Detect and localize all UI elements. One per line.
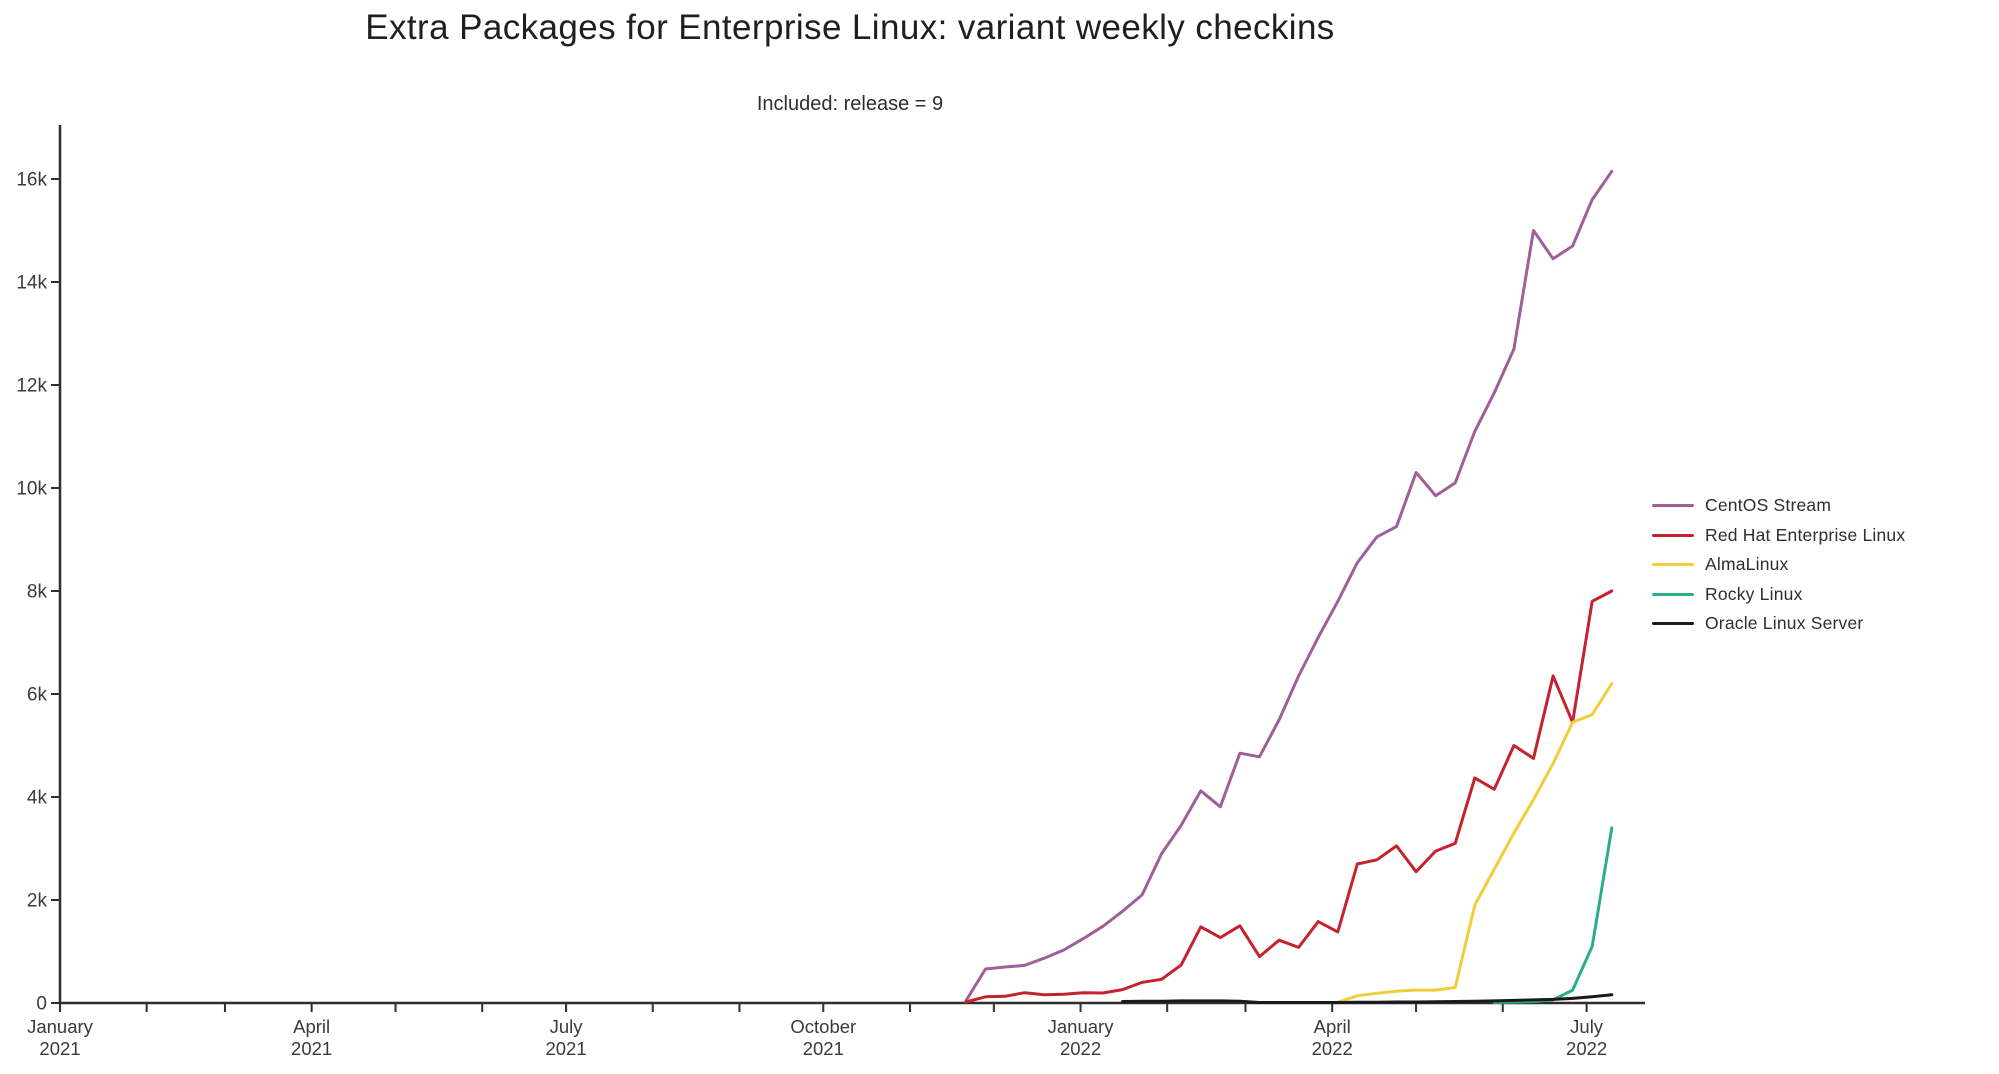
- y-tick-label: 4k: [27, 788, 48, 809]
- legend-swatch-almalinux: [1652, 563, 1694, 567]
- legend-item-almalinux: AlmaLinux: [1652, 550, 1905, 580]
- x-tick-label: October 2021: [790, 1016, 856, 1059]
- axes: [58, 125, 1645, 1005]
- y-tick-label: 10k: [16, 479, 47, 500]
- x-tick-label: January 2022: [1048, 1016, 1115, 1059]
- legend-swatch-oracle-linux-server: [1652, 622, 1694, 626]
- x-tick-label: April 2022: [1312, 1016, 1353, 1059]
- series-line-oracle-linux-server: [1121, 993, 1614, 1004]
- series-line-red-hat-enterprise-linux: [964, 589, 1614, 1004]
- legend-item-rocky-linux: Rocky Linux: [1652, 580, 1905, 610]
- x-tick-label: January 2021: [27, 1016, 94, 1059]
- series-line-centos-stream: [964, 169, 1614, 1003]
- legend-label-almalinux: AlmaLinux: [1705, 554, 1789, 575]
- y-tick-label: 16k: [16, 170, 47, 191]
- legend-item-oracle-linux-server: Oracle Linux Server: [1652, 609, 1905, 639]
- y-tick-label: 6k: [27, 685, 48, 706]
- series-line-almalinux: [1336, 682, 1614, 1004]
- y-tick-label: 14k: [16, 273, 47, 294]
- chart-title: Extra Packages for Enterprise Linux: var…: [365, 8, 1335, 47]
- legend-label-centos-stream: CentOS Stream: [1705, 495, 1832, 516]
- legend-label-oracle-linux-server: Oracle Linux Server: [1705, 613, 1864, 634]
- legend-label-rocky-linux: Rocky Linux: [1705, 583, 1803, 604]
- legend-swatch-red-hat-enterprise-linux: [1652, 533, 1694, 537]
- x-tick-label: April 2021: [291, 1016, 332, 1059]
- y-tick-label: 2k: [27, 891, 48, 912]
- x-tick-label: July 2021: [545, 1016, 586, 1059]
- y-tick-label: 0: [36, 994, 47, 1015]
- x-tick-label: July 2022: [1566, 1016, 1607, 1059]
- legend-swatch-rocky-linux: [1652, 592, 1694, 596]
- legend-item-red-hat-enterprise-linux: Red Hat Enterprise Linux: [1652, 521, 1905, 551]
- legend-label-red-hat-enterprise-linux: Red Hat Enterprise Linux: [1705, 524, 1906, 545]
- legend-item-centos-stream: CentOS Stream: [1652, 491, 1905, 521]
- chart-subtitle: Included: release = 9: [756, 93, 944, 115]
- legend-swatch-centos-stream: [1652, 504, 1694, 508]
- y-tick-label: 8k: [27, 582, 48, 603]
- y-tick-label: 12k: [16, 376, 47, 397]
- series-line-rocky-linux: [1492, 826, 1614, 1004]
- legend: CentOS Stream Red Hat Enterprise Linux Alm…: [1652, 491, 1905, 639]
